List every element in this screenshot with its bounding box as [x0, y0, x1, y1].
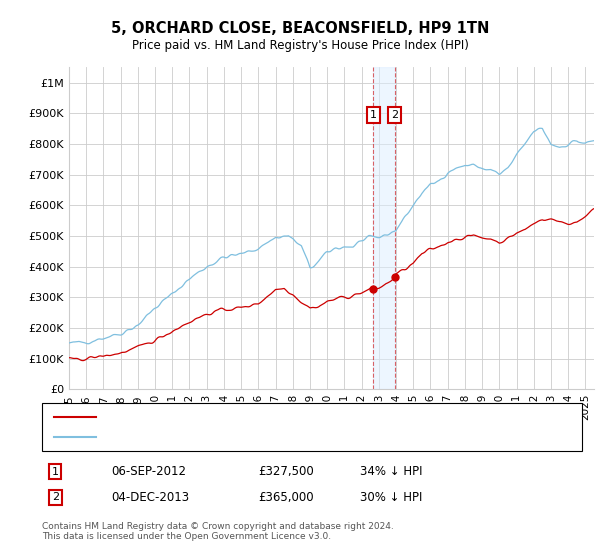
Text: 1: 1 — [370, 110, 377, 120]
Text: £327,500: £327,500 — [258, 465, 314, 478]
Text: 06-SEP-2012: 06-SEP-2012 — [111, 465, 186, 478]
Text: Contains HM Land Registry data © Crown copyright and database right 2024.
This d: Contains HM Land Registry data © Crown c… — [42, 522, 394, 542]
Bar — [373, 67, 395, 389]
Text: HPI: Average price, detached house, Buckinghamshire: HPI: Average price, detached house, Buck… — [102, 432, 405, 442]
Text: 2: 2 — [52, 492, 59, 502]
Text: £365,000: £365,000 — [258, 491, 314, 504]
Text: 30% ↓ HPI: 30% ↓ HPI — [360, 491, 422, 504]
Text: 1: 1 — [52, 466, 59, 477]
Text: 5, ORCHARD CLOSE, BEACONSFIELD, HP9 1TN: 5, ORCHARD CLOSE, BEACONSFIELD, HP9 1TN — [111, 21, 489, 36]
Text: Price paid vs. HM Land Registry's House Price Index (HPI): Price paid vs. HM Land Registry's House … — [131, 39, 469, 52]
Text: 34% ↓ HPI: 34% ↓ HPI — [360, 465, 422, 478]
Text: 04-DEC-2013: 04-DEC-2013 — [111, 491, 189, 504]
Text: 2: 2 — [391, 110, 398, 120]
Text: 5, ORCHARD CLOSE, BEACONSFIELD, HP9 1TN (detached house): 5, ORCHARD CLOSE, BEACONSFIELD, HP9 1TN … — [102, 412, 461, 422]
